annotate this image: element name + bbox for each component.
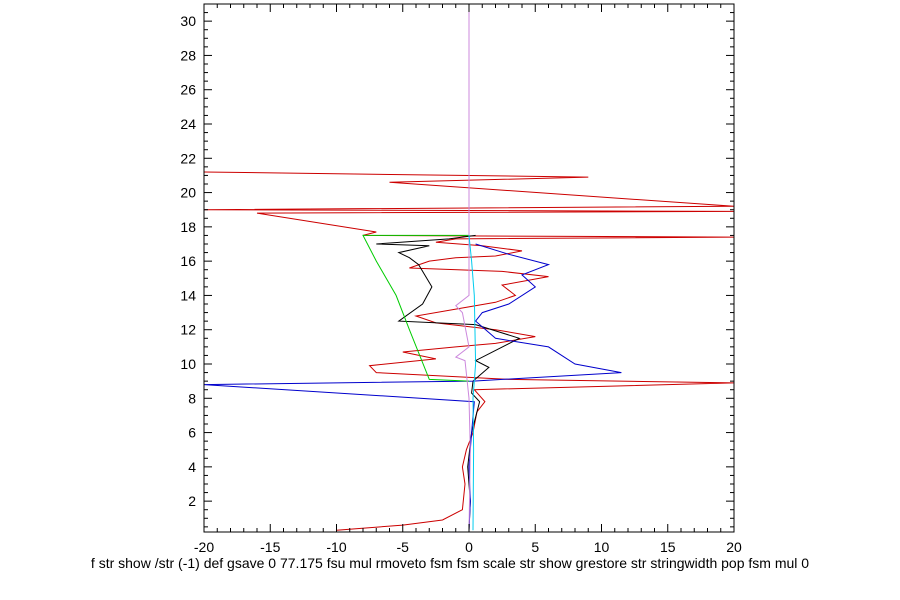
y-tick-label: 26 [180,82,196,98]
x-tick-label: -15 [260,539,280,555]
y-tick-label: 12 [180,322,196,338]
x-axis-label: f str show /str (-1) def gsave 0 77.175 … [91,555,809,571]
y-tick-label: 10 [180,356,196,372]
x-tick-label: -10 [326,539,346,555]
y-tick-label: 20 [180,185,196,201]
x-tick-label: 10 [594,539,610,555]
y-tick-label: 14 [180,287,196,303]
y-tick-label: 24 [180,116,196,132]
series-line-6 [468,235,477,531]
y-tick-label: 28 [180,47,196,63]
y-tick-label: 30 [180,13,196,29]
x-tick-label: 15 [660,539,676,555]
y-tick-label: 6 [188,425,196,441]
x-tick-label: -20 [194,539,214,555]
x-tick-label: 0 [465,539,473,555]
y-tick-label: 22 [180,150,196,166]
y-tick-label: 16 [180,253,196,269]
series-layer [203,4,735,533]
series-line-3 [203,243,622,531]
y-tick-label: 8 [188,390,196,406]
x-axis-ticks: -20 -15 -10 -5 0 5 10 15 20 [194,4,742,555]
series-line-4 [362,234,470,382]
x-tick-label: 5 [531,539,539,555]
series-line-2 [376,234,521,531]
y-tick-label: 18 [180,219,196,235]
y-tick-label: 4 [188,459,196,475]
series-line-5 [454,4,471,533]
x-tick-label: 20 [726,539,742,555]
y-tick-label: 2 [188,493,196,509]
x-tick-label: -5 [397,539,410,555]
